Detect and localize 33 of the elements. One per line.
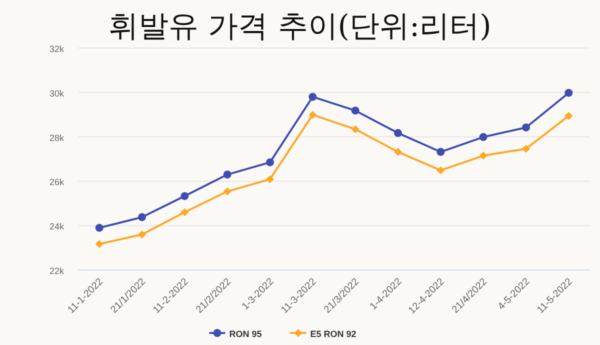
point [436,148,445,156]
point [522,123,530,132]
point [266,175,274,184]
point [266,158,274,166]
point [564,112,573,120]
y-tick-label: 26k [49,177,64,188]
point [138,230,146,238]
legend-label: E5 RON 92 [310,329,356,339]
legend-label: RON 95 [229,329,262,339]
y-tick-label: 30k [49,88,64,98]
point [95,240,104,248]
point [223,170,232,179]
point [522,144,530,153]
point [436,166,445,174]
point [308,92,317,101]
y-tick-label: 32k [49,44,64,54]
point [394,148,402,156]
y-tick-label: 22k [49,266,64,276]
point [138,213,146,222]
point [479,133,488,142]
point [564,88,573,97]
y-tick-label: 24k [49,222,64,232]
point [223,187,232,196]
point [394,129,402,138]
point [351,125,360,134]
point [351,106,360,115]
point [95,224,104,232]
chart-title: 휘발유 가격 추이(단위:리터) [108,9,492,44]
point [180,208,189,216]
point [180,192,189,200]
point [479,152,488,160]
point [308,110,317,119]
y-tick-label: 28k [49,132,64,143]
